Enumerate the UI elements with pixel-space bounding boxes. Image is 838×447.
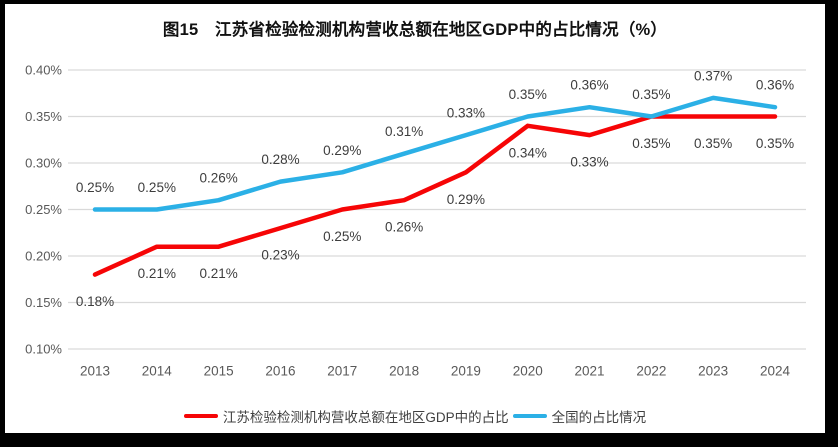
y-axis-tick-label: 0.10% — [25, 342, 62, 357]
legend-label-national: 全国的占比情况 — [551, 410, 647, 425]
x-axis-tick-label: 2013 — [80, 364, 110, 379]
data-label-national: 0.36% — [756, 78, 794, 93]
series-line-jiangsu — [92, 114, 778, 277]
x-axis-tick-label: 2017 — [327, 364, 357, 379]
chart-legend: 江苏检验检测机构营收总额在地区GDP中的占比 全国的占比情况 — [5, 406, 825, 426]
data-label-national: 0.36% — [570, 78, 608, 93]
data-label-jiangsu: 0.35% — [632, 136, 670, 151]
x-axis-tick-label: 2015 — [204, 364, 234, 379]
x-axis-tick-label: 2016 — [265, 364, 295, 379]
data-label-national: 0.28% — [261, 152, 299, 167]
chart-panel: 图15 江苏省检验检测机构营收总额在地区GDP中的占比情况（%） 江苏检验检测机… — [5, 4, 825, 433]
x-axis-tick-label: 2014 — [142, 364, 173, 379]
data-label-jiangsu: 0.35% — [694, 136, 732, 151]
data-label-national: 0.33% — [447, 106, 485, 121]
legend-label-jiangsu: 江苏检验检测机构营收总额在地区GDP中的占比 — [222, 410, 509, 425]
y-axis-tick-label: 0.15% — [25, 295, 62, 310]
data-label-national: 0.35% — [509, 87, 547, 102]
y-axis-tick-label: 0.20% — [25, 249, 62, 264]
legend-item-national: 全国的占比情况 — [512, 406, 647, 426]
y-axis-tick-label: 0.40% — [25, 63, 62, 78]
data-label-jiangsu: 0.35% — [756, 136, 794, 151]
y-axis-tick-label: 0.30% — [25, 156, 62, 171]
x-axis-tick-label: 2018 — [389, 364, 419, 379]
data-label-national: 0.37% — [694, 68, 732, 83]
data-label-jiangsu: 0.29% — [447, 192, 485, 207]
data-label-jiangsu: 0.34% — [509, 145, 547, 160]
data-label-jiangsu: 0.25% — [323, 229, 361, 244]
x-axis-tick-label: 2023 — [698, 364, 728, 379]
data-label-jiangsu: 0.26% — [385, 220, 423, 235]
data-label-national: 0.35% — [632, 87, 670, 102]
legend-line-swatch-red — [183, 413, 218, 419]
legend-item-jiangsu: 江苏检验检测机构营收总额在地区GDP中的占比 — [183, 406, 509, 426]
y-axis-tick-label: 0.35% — [25, 109, 62, 124]
data-label-national: 0.25% — [76, 180, 114, 195]
data-label-national: 0.29% — [323, 143, 361, 158]
data-label-jiangsu: 0.18% — [76, 294, 114, 309]
data-label-national: 0.31% — [385, 124, 423, 139]
data-label-national: 0.26% — [199, 171, 237, 186]
data-label-jiangsu: 0.21% — [199, 266, 237, 281]
series-line-national — [92, 95, 778, 212]
data-label-jiangsu: 0.21% — [138, 266, 176, 281]
x-axis-tick-label: 2020 — [513, 364, 543, 379]
data-label-jiangsu: 0.33% — [570, 155, 608, 170]
x-axis-tick-label: 2021 — [575, 364, 605, 379]
data-label-national: 0.25% — [138, 180, 176, 195]
x-axis-tick-label: 2022 — [636, 364, 666, 379]
x-axis-tick-label: 2024 — [760, 364, 791, 379]
y-axis-tick-label: 0.25% — [25, 202, 62, 217]
x-axis-tick-label: 2019 — [451, 364, 481, 379]
chart-title: 图15 江苏省检验检测机构营收总额在地区GDP中的占比情况（%） — [162, 21, 668, 39]
legend-line-swatch-blue — [512, 413, 547, 419]
data-label-jiangsu: 0.23% — [261, 248, 299, 263]
